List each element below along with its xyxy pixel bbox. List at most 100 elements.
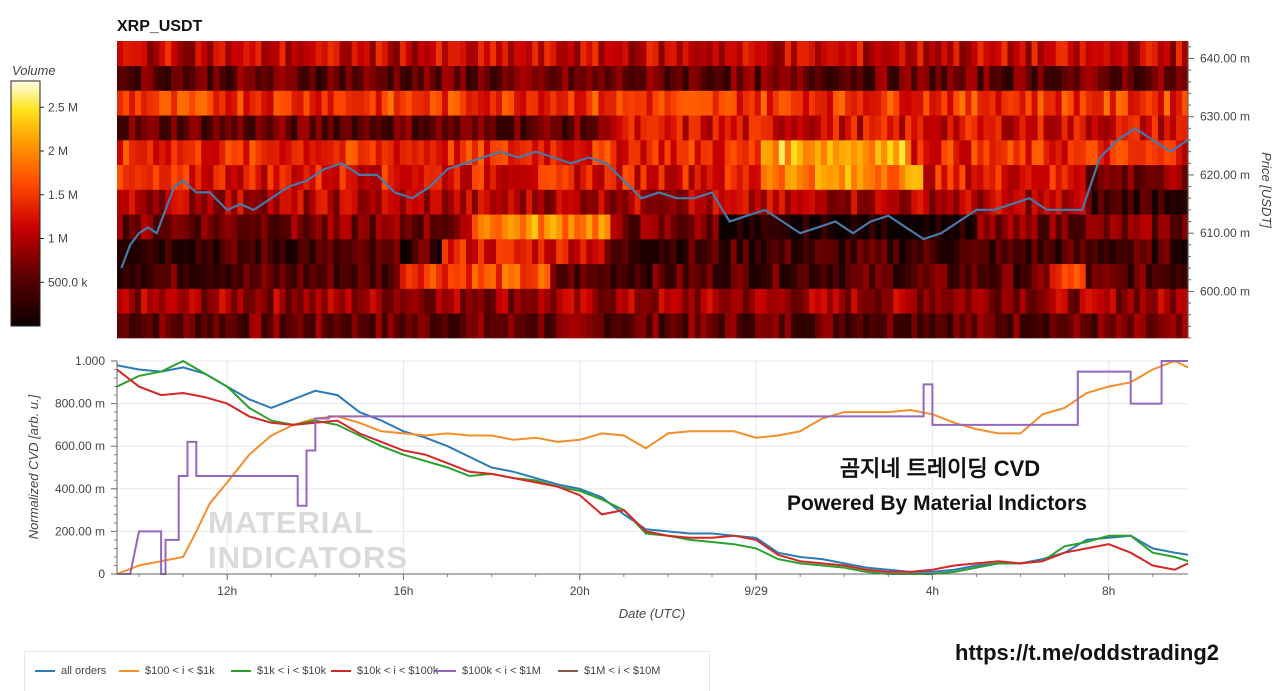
- heatmap-cell: [1169, 90, 1177, 116]
- heatmap-cell: [279, 115, 287, 141]
- heatmap-cell: [285, 239, 293, 265]
- legend-item-4[interactable]: $100k < i < $1M: [436, 665, 541, 677]
- heatmap-tick-label-0: 600.00 m: [1200, 284, 1250, 298]
- heatmap-cell: [255, 41, 263, 67]
- heatmap-cell: [923, 90, 930, 116]
- heatmap-cell: [929, 239, 936, 265]
- heatmap-cell: [484, 140, 491, 166]
- heatmap-cell: [845, 288, 852, 314]
- heatmap-cell: [159, 263, 166, 289]
- heatmap-cell: [718, 288, 726, 314]
- heatmap-cell: [514, 140, 521, 166]
- heatmap-cell: [1055, 90, 1063, 116]
- heatmap-cell: [778, 41, 786, 67]
- heatmap-cell: [201, 239, 208, 265]
- heatmap-cell: [676, 313, 684, 339]
- heatmap-cell: [1025, 239, 1033, 265]
- heatmap-cell: [201, 65, 208, 91]
- heatmap-cell: [562, 263, 569, 289]
- heatmap-cell: [688, 41, 696, 67]
- heatmap-cell: [471, 140, 479, 166]
- heatmap-cell: [490, 140, 497, 166]
- heatmap-cell: [1031, 115, 1039, 141]
- heatmap-cell: [935, 140, 942, 166]
- heatmap-cell: [869, 90, 876, 116]
- heatmap-cell: [201, 164, 208, 190]
- heatmap-cell: [628, 189, 636, 215]
- legend-item-3[interactable]: $10k < i < $100k: [331, 665, 438, 677]
- heatmap-cell: [303, 41, 311, 67]
- heatmap-cell: [929, 90, 936, 116]
- heatmap-cell: [586, 288, 593, 314]
- cvd-series-line-4: [117, 360, 1188, 575]
- heatmap-cell: [1019, 239, 1027, 265]
- heatmap-cell: [357, 41, 365, 67]
- heatmap-cell: [129, 115, 136, 141]
- heatmap-cell: [983, 189, 991, 215]
- heatmap-cell: [147, 164, 154, 190]
- heatmap-cell: [441, 164, 449, 190]
- heatmap-cell: [682, 140, 690, 166]
- heatmap-cell: [117, 313, 124, 339]
- heatmap-cell: [123, 239, 130, 265]
- heatmap-cell: [736, 189, 744, 215]
- heatmap-cell: [562, 214, 569, 240]
- heatmap-cell: [381, 313, 389, 339]
- heatmap-cell: [1067, 140, 1075, 166]
- heatmap-cell: [177, 189, 184, 215]
- heatmap-cell: [544, 115, 551, 141]
- heatmap-cell: [502, 313, 509, 339]
- heatmap-cell: [207, 263, 214, 289]
- heatmap-cell: [1097, 313, 1105, 339]
- heatmap-cell: [923, 115, 930, 141]
- legend-item-2[interactable]: $1k < i < $10k: [231, 665, 326, 677]
- heatmap-cell: [153, 313, 160, 339]
- heatmap-cell: [123, 313, 130, 339]
- heatmap-cell: [742, 140, 750, 166]
- heatmap-cell: [610, 90, 617, 116]
- heatmap-cell: [881, 140, 888, 166]
- heatmap-cell: [1061, 239, 1069, 265]
- heatmap-cell: [983, 263, 991, 289]
- heatmap-cell: [147, 90, 154, 116]
- legend-item-0[interactable]: all orders: [35, 665, 106, 677]
- heatmap-cell: [387, 164, 395, 190]
- heatmap-cell: [1031, 65, 1039, 91]
- heatmap-cell: [899, 239, 906, 265]
- heatmap-cell: [730, 164, 738, 190]
- heatmap-cell: [141, 288, 148, 314]
- heatmap-cell: [496, 239, 503, 265]
- heatmap-cell: [646, 41, 654, 67]
- heatmap-cell: [730, 115, 738, 141]
- legend-item-1[interactable]: $100 < i < $1k: [119, 665, 215, 677]
- heatmap-cell: [177, 214, 184, 240]
- heatmap-cell: [857, 140, 864, 166]
- heatmap-cell: [1025, 164, 1033, 190]
- heatmap-cell: [760, 214, 768, 240]
- heatmap-cell: [640, 115, 648, 141]
- heatmap-cell: [604, 263, 611, 289]
- heatmap-cell: [249, 288, 256, 314]
- heatmap-cell: [207, 288, 214, 314]
- heatmap-cell: [1037, 90, 1045, 116]
- heatmap-cell: [1043, 115, 1051, 141]
- heatmap-cell: [652, 115, 660, 141]
- heatmap-cell: [833, 239, 840, 265]
- heatmap-cell: [1121, 214, 1129, 240]
- heatmap-cell: [1055, 239, 1063, 265]
- heatmap-cell: [826, 115, 834, 141]
- heatmap-cell: [977, 214, 985, 240]
- heatmap-cell: [285, 115, 293, 141]
- heatmap-cell: [1115, 164, 1123, 190]
- heatmap-cell: [141, 140, 148, 166]
- legend-item-5[interactable]: $1M < i < $10M: [558, 665, 660, 677]
- heatmap-cell: [700, 288, 708, 314]
- heatmap-cell: [893, 313, 900, 339]
- heatmap-cell: [1175, 189, 1183, 215]
- heatmap-cell: [1151, 115, 1159, 141]
- heatmap-cell: [857, 189, 864, 215]
- heatmap-cell: [490, 263, 497, 289]
- heatmap-cell: [953, 288, 960, 314]
- heatmap-cell: [845, 189, 852, 215]
- legend-swatch-0: [35, 670, 55, 673]
